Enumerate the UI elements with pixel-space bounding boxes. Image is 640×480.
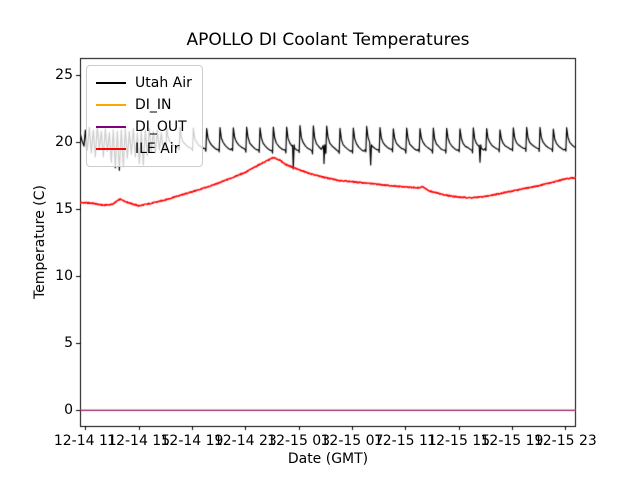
y-tick-label: 0 <box>64 402 73 419</box>
x-axis-label: Date (GMT) <box>287 451 369 467</box>
legend-line-swatch-ile-air <box>96 148 126 150</box>
y-tick-label: 25 <box>55 67 73 84</box>
legend-label: DI_OUT <box>135 119 187 135</box>
x-tick-label: 12-15 11 <box>373 433 437 449</box>
legend-label: DI_IN <box>135 97 172 113</box>
x-tick-label: 12-14 11 <box>53 433 117 449</box>
x-tick-label: 12-14 23 <box>213 433 277 449</box>
y-tick-label: 20 <box>55 134 73 151</box>
legend-item-ile-air: ILE Air <box>96 138 192 160</box>
x-tick-label: 12-15 15 <box>427 433 491 449</box>
y-tick-label: 5 <box>64 335 73 352</box>
x-tick-label: 12-15 07 <box>320 433 384 449</box>
legend-line-swatch-di-in <box>96 104 126 106</box>
chart-title: APOLLO DI Coolant Temperatures <box>186 30 470 50</box>
x-tick-label: 12-15 03 <box>267 433 331 449</box>
legend: Utah Air DI_IN DI_OUT ILE Air <box>86 65 203 167</box>
y-tick-label: 15 <box>55 201 73 218</box>
legend-item-di-out: DI_OUT <box>96 116 192 138</box>
legend-line-swatch-di-out <box>96 126 126 128</box>
legend-item-di-in: DI_IN <box>96 94 192 116</box>
legend-line-swatch-utah-air <box>96 82 126 84</box>
x-tick-label: 12-14 15 <box>107 433 171 449</box>
x-tick-label: 12-15 23 <box>533 433 597 449</box>
y-tick-label: 10 <box>55 268 73 285</box>
legend-label: Utah Air <box>135 75 192 91</box>
x-tick-label: 12-15 19 <box>480 433 544 449</box>
legend-item-utah-air: Utah Air <box>96 72 192 94</box>
x-tick-label: 12-14 19 <box>160 433 224 449</box>
legend-label: ILE Air <box>135 141 180 157</box>
